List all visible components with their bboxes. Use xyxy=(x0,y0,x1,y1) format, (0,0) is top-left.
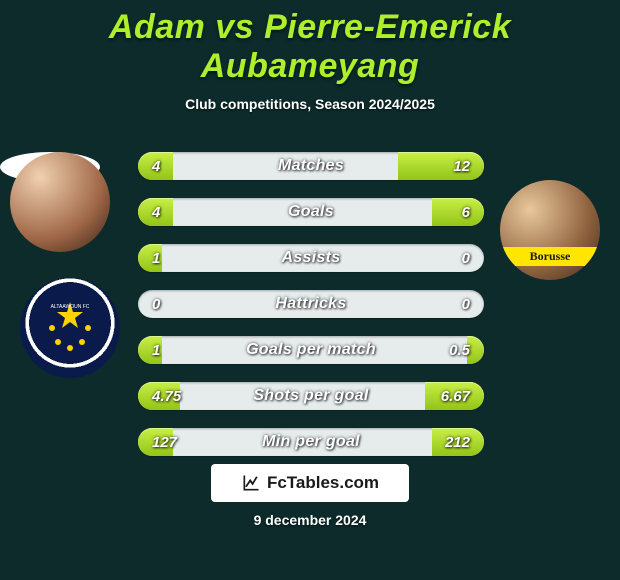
stat-row: 00Hattricks xyxy=(138,290,484,318)
stat-row: 46Goals xyxy=(138,198,484,226)
stat-label: Min per goal xyxy=(138,428,484,456)
footer-date: 9 december 2024 xyxy=(0,512,620,528)
page-title: Adam vs Pierre-Emerick Aubameyang xyxy=(0,0,620,86)
club-left-text: ALTAAWOUN FC xyxy=(51,304,90,310)
stat-label: Goals xyxy=(138,198,484,226)
brand-chart-icon xyxy=(241,473,261,493)
brand-text: FcTables.com xyxy=(267,473,379,493)
club-left-badge: ALTAAWOUN FC xyxy=(20,278,120,378)
stat-label: Assists xyxy=(138,244,484,272)
stat-row: 127212Min per goal xyxy=(138,428,484,456)
stat-bars: 412Matches 46Goals 10Assists 00Hattricks 10.… xyxy=(138,152,484,474)
stat-row: 4.756.67Shots per goal xyxy=(138,382,484,410)
stat-row: 10.5Goals per match xyxy=(138,336,484,364)
brand-badge: FcTables.com xyxy=(211,464,409,502)
club-left-icon: ALTAAWOUN FC xyxy=(38,296,102,360)
stat-row: 412Matches xyxy=(138,152,484,180)
stat-label: Hattricks xyxy=(138,290,484,318)
stat-label: Shots per goal xyxy=(138,382,484,410)
stat-label: Matches xyxy=(138,152,484,180)
stat-row: 10Assists xyxy=(138,244,484,272)
player-left-avatar xyxy=(10,152,110,252)
player-right-avatar xyxy=(500,180,600,280)
subtitle: Club competitions, Season 2024/2025 xyxy=(0,96,620,112)
stat-label: Goals per match xyxy=(138,336,484,364)
comparison-stage: ALTAAWOUN FC 412Matches46Goals10Assists0… xyxy=(0,152,620,182)
